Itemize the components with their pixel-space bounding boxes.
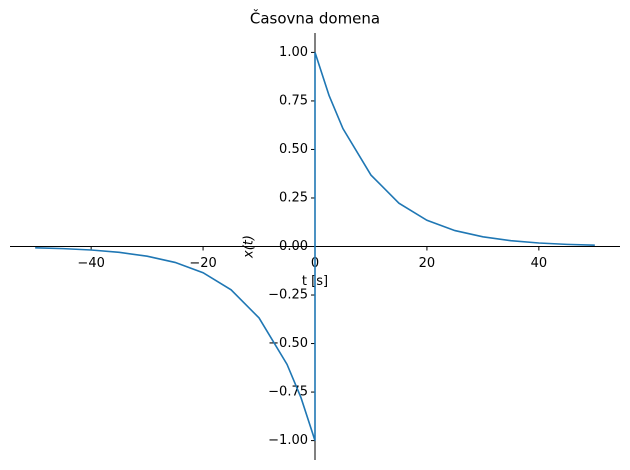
y-tick-label: 0.25 (279, 190, 308, 205)
y-tick-label: −1.00 (268, 433, 308, 448)
y-axis-label: x(t) (242, 235, 257, 259)
chart-title: Časovna domena (250, 9, 380, 28)
y-tick-label: 0.00 (279, 239, 308, 254)
x-tick-label: 20 (419, 256, 436, 271)
y-tick-label: 1.00 (279, 45, 308, 60)
data-line (35, 52, 595, 441)
y-tick-label: −0.75 (268, 385, 308, 400)
x-tick-label: −40 (77, 256, 104, 271)
y-tick-label: −0.25 (268, 288, 308, 303)
y-tick-label: 0.50 (279, 142, 308, 157)
y-tick-label: 0.75 (279, 93, 308, 108)
x-tick-label: −20 (189, 256, 216, 271)
y-tick-label: −0.50 (268, 336, 308, 351)
x-tick-label: 40 (531, 256, 548, 271)
